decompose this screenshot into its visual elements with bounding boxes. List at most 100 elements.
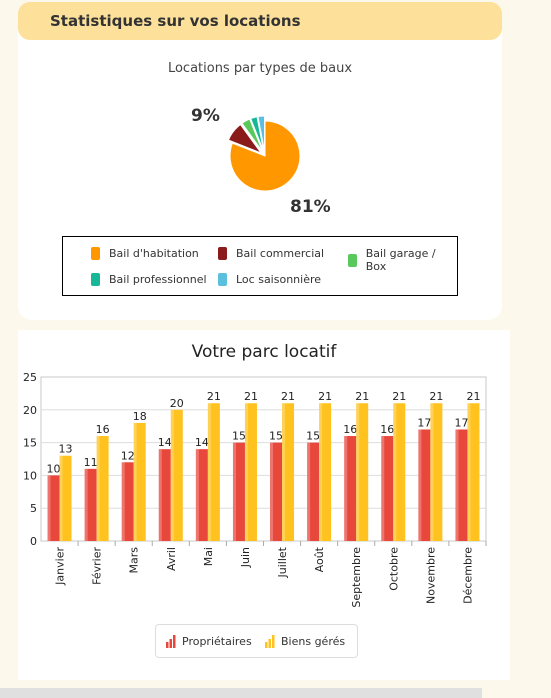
data-label: 21 bbox=[207, 390, 221, 403]
y-tick-label: 15 bbox=[23, 437, 37, 450]
data-label: 12 bbox=[121, 449, 135, 462]
x-tick-label: Janvier bbox=[54, 547, 67, 586]
bar-chart-title: Votre parc locatif bbox=[191, 342, 337, 362]
legend-swatch bbox=[218, 247, 227, 260]
data-label: 13 bbox=[59, 443, 73, 456]
bar-biens-geres[interactable] bbox=[207, 403, 220, 541]
bar-proprietaires[interactable] bbox=[195, 449, 208, 541]
bar-chart-card: Votre parc locatif 0 5 10 15 20 25 10 13 Janvier… bbox=[18, 330, 510, 680]
data-label: 15 bbox=[232, 430, 246, 443]
data-label: 18 bbox=[133, 410, 147, 423]
bar-biens-geres[interactable] bbox=[282, 403, 295, 541]
data-label: 15 bbox=[306, 430, 320, 443]
bar-biens-geres[interactable] bbox=[467, 403, 480, 541]
bar-chart-icon bbox=[166, 635, 176, 648]
x-tick-label: Février bbox=[91, 547, 104, 585]
pie-legend: Bail d'habitation Bail commercial Bail g… bbox=[62, 236, 458, 296]
bar-biens-geres[interactable] bbox=[319, 403, 332, 541]
data-label: 21 bbox=[466, 390, 480, 403]
pie-slice-1[interactable] bbox=[227, 123, 263, 155]
x-tick-label: Novembre bbox=[424, 547, 437, 604]
legend-item-commercial[interactable]: Bail commercial bbox=[218, 247, 324, 260]
bar-biens-geres[interactable] bbox=[244, 403, 257, 541]
data-label: 21 bbox=[429, 390, 443, 403]
pie-label-commercial: 9% bbox=[191, 106, 220, 126]
legend-item-proprietaires[interactable]: Propriétaires bbox=[166, 635, 252, 648]
bar-proprietaires[interactable] bbox=[232, 442, 245, 541]
bar-proprietaires[interactable] bbox=[270, 442, 283, 541]
legend-item-habitation[interactable]: Bail d'habitation bbox=[91, 247, 199, 260]
bar-proprietaires[interactable] bbox=[158, 449, 171, 541]
data-label: 16 bbox=[343, 423, 357, 436]
bar-proprietaires[interactable] bbox=[455, 429, 468, 541]
legend-item-biens-geres[interactable]: Biens gérés bbox=[265, 635, 345, 648]
x-tick-label: Avril bbox=[165, 547, 178, 571]
bar-chart: 0 5 10 15 20 25 10 13 Janvier 11 16 Février 12 18 Mars… bbox=[23, 371, 487, 608]
stats-card-header: Statistiques sur vos locations bbox=[18, 2, 502, 40]
bar-proprietaires[interactable] bbox=[84, 468, 97, 541]
legend-label: Propriétaires bbox=[182, 635, 252, 648]
bar-proprietaires[interactable] bbox=[418, 429, 431, 541]
legend-item-garage[interactable]: Bail garage / Box bbox=[348, 247, 457, 273]
bar-proprietaires[interactable] bbox=[307, 442, 320, 541]
data-label: 17 bbox=[417, 416, 431, 429]
legend-label: Bail garage / Box bbox=[365, 247, 436, 273]
bar-biens-geres[interactable] bbox=[356, 403, 369, 541]
pie-slice-4[interactable] bbox=[257, 115, 266, 152]
bar-biens-geres[interactable] bbox=[133, 422, 146, 541]
y-tick-label: 5 bbox=[30, 502, 37, 515]
bar-proprietaires[interactable] bbox=[381, 436, 394, 541]
data-label: 14 bbox=[158, 436, 172, 449]
data-label: 21 bbox=[318, 390, 332, 403]
bar-biens-geres[interactable] bbox=[59, 455, 72, 541]
data-label: 21 bbox=[244, 390, 258, 403]
x-tick-label: Septembre bbox=[350, 547, 363, 608]
bar-proprietaires[interactable] bbox=[121, 462, 134, 541]
data-label: 14 bbox=[195, 436, 209, 449]
y-tick-label: 20 bbox=[23, 404, 37, 417]
legend-swatch bbox=[91, 273, 100, 286]
legend-swatch bbox=[348, 253, 357, 267]
legend-item-saisonniere[interactable]: Loc saisonnière bbox=[218, 273, 321, 286]
x-tick-label: Mai bbox=[202, 547, 215, 566]
x-tick-label: Mars bbox=[128, 547, 141, 574]
data-label: 11 bbox=[84, 456, 98, 469]
data-label: 15 bbox=[269, 430, 283, 443]
data-label: 21 bbox=[355, 390, 369, 403]
section-title: Statistiques sur vos locations bbox=[50, 12, 301, 30]
bar-chart-icon bbox=[265, 635, 275, 648]
legend-swatch bbox=[91, 247, 100, 260]
data-label: 20 bbox=[170, 397, 184, 410]
data-label: 21 bbox=[392, 390, 406, 403]
bar-biens-geres[interactable] bbox=[170, 409, 183, 541]
data-label: 16 bbox=[380, 423, 394, 436]
pie-slice-2[interactable] bbox=[241, 118, 264, 152]
bar-biens-geres[interactable] bbox=[96, 436, 109, 541]
legend-label: Bail professionnel bbox=[109, 273, 207, 286]
y-tick-label: 10 bbox=[23, 469, 37, 482]
pie-label-habitation: 81% bbox=[290, 197, 331, 217]
pie-slice-0[interactable] bbox=[229, 120, 301, 192]
pie-slice-3[interactable] bbox=[250, 116, 265, 152]
legend-item-professionnel[interactable]: Bail professionnel bbox=[91, 273, 207, 286]
bar-biens-geres[interactable] bbox=[430, 403, 443, 541]
x-tick-label: Décembre bbox=[461, 547, 474, 604]
legend-label: Bail commercial bbox=[236, 247, 325, 260]
bar-proprietaires[interactable] bbox=[47, 475, 60, 541]
data-label: 10 bbox=[47, 462, 61, 475]
pie-chart bbox=[227, 115, 301, 192]
data-label: 21 bbox=[281, 390, 295, 403]
horizontal-scrollbar[interactable] bbox=[0, 688, 482, 698]
pie-chart-title: Locations par types de baux bbox=[167, 61, 353, 76]
legend-label: Biens gérés bbox=[281, 635, 346, 648]
data-label: 17 bbox=[454, 416, 468, 429]
data-label: 16 bbox=[96, 423, 110, 436]
x-tick-label: Août bbox=[313, 546, 326, 572]
bar-biens-geres[interactable] bbox=[393, 403, 406, 541]
legend-label: Loc saisonnière bbox=[236, 273, 322, 286]
bar-proprietaires[interactable] bbox=[344, 436, 357, 541]
legend-label: Bail d'habitation bbox=[109, 247, 199, 260]
x-tick-label: Juin bbox=[239, 547, 252, 568]
y-tick-label: 0 bbox=[30, 535, 37, 548]
bar-legend: Propriétaires Biens gérés bbox=[155, 624, 358, 658]
